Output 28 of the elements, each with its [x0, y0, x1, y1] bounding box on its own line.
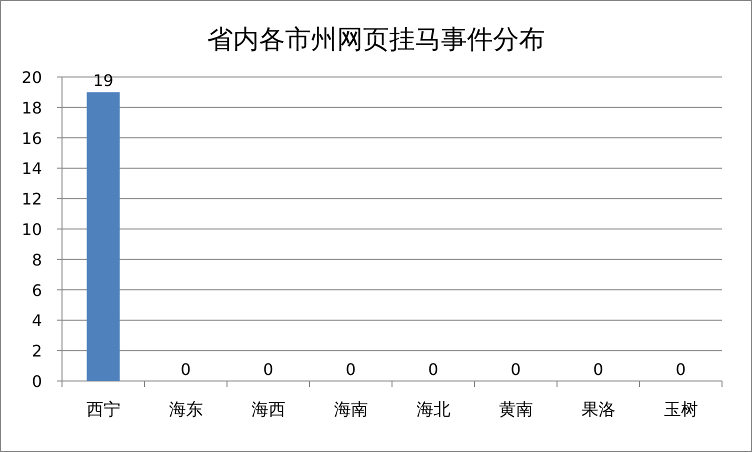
y-tick-label: 6: [32, 280, 42, 300]
data-label: 0: [346, 360, 356, 379]
y-tick-label: 8: [32, 250, 42, 270]
x-tick-label: 玉树: [664, 400, 698, 420]
data-label: 0: [263, 360, 274, 379]
x-tick-label: 海东: [168, 400, 203, 420]
chart-title: 省内各市州网页挂马事件分布: [207, 25, 545, 55]
data-label: 0: [428, 360, 438, 379]
y-tick-label: 2: [32, 342, 42, 361]
x-tick-label: 海西: [251, 400, 286, 420]
x-tick-label: 黄南: [498, 400, 533, 420]
x-tick-label: 海南: [334, 400, 368, 420]
y-tick-label: 18: [22, 98, 42, 118]
y-tick-label: 20: [22, 68, 42, 87]
y-tick-label: 14: [22, 159, 42, 178]
y-tick-label: 4: [32, 311, 42, 330]
data-label: 0: [593, 360, 604, 379]
y-tick-label: 16: [22, 128, 42, 148]
y-tick-label: 0: [32, 372, 42, 391]
y-tick-label: 10: [22, 220, 42, 239]
data-label: 0: [510, 360, 521, 379]
data-label: 19: [93, 71, 114, 90]
data-label: 0: [180, 360, 191, 379]
x-tick-label: 西宁: [86, 400, 120, 420]
y-tick-label: 12: [22, 190, 42, 209]
data-label: 0: [676, 360, 686, 379]
x-tick-label: 海北: [416, 400, 450, 420]
x-tick-label: 果洛: [581, 400, 616, 420]
